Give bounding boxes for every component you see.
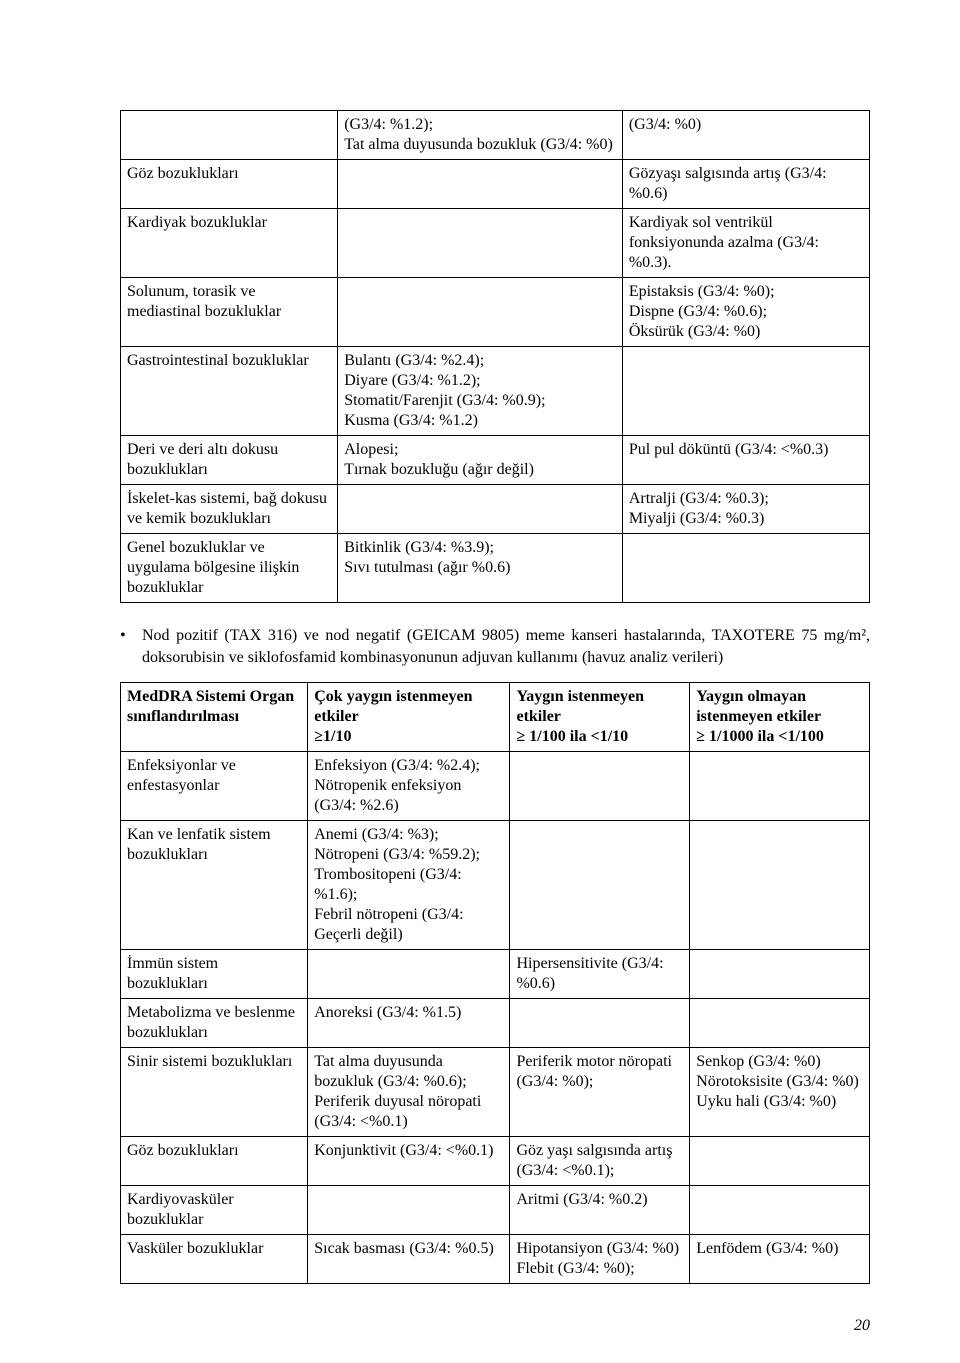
table-cell [690, 999, 870, 1048]
table-cell: Hipotansiyon (G3/4: %0)Flebit (G3/4: %0)… [510, 1235, 690, 1284]
table-cell: Enfeksiyon (G3/4: %2.4);Nötropenik enfek… [308, 752, 510, 821]
table-cell [690, 950, 870, 999]
table-cell [338, 485, 623, 534]
table-cell: Genel bozukluklar ve uygulama bölgesine … [121, 534, 338, 603]
table-cell: (G3/4: %0) [622, 111, 869, 160]
table-cell: Gözyaşı salgısında artış (G3/4: %0.6) [622, 160, 869, 209]
table-cell [510, 999, 690, 1048]
table-cell [622, 534, 869, 603]
page-number: 20 [854, 1317, 870, 1335]
table-cell [510, 752, 690, 821]
table-cell: Göz bozuklukları [121, 160, 338, 209]
table-cell: Bitkinlik (G3/4: %3.9);Sıvı tutulması (a… [338, 534, 623, 603]
table-cell: Vasküler bozukluklar [121, 1235, 308, 1284]
table-cell: Deri ve deri altı dokusu bozuklukları [121, 436, 338, 485]
table-cell: Kardiyak bozukluklar [121, 209, 338, 278]
table-cell: Anemi (G3/4: %3);Nötropeni (G3/4: %59.2)… [308, 821, 510, 950]
table-cell: Gastrointestinal bozukluklar [121, 347, 338, 436]
table-cell: Pul pul döküntü (G3/4: <%0.3) [622, 436, 869, 485]
table-cell: Göz bozuklukları [121, 1137, 308, 1186]
table-cell [622, 347, 869, 436]
table-cell: Göz yaşı salgısında artış (G3/4: <%0.1); [510, 1137, 690, 1186]
table-cell [690, 752, 870, 821]
table-cell: İmmün sistem bozuklukları [121, 950, 308, 999]
table-cell [690, 821, 870, 950]
table-cell: Kan ve lenfatik sistem bozuklukları [121, 821, 308, 950]
table-cell: Sinir sistemi bozuklukları [121, 1048, 308, 1137]
table-cell: Sıcak basması (G3/4: %0.5) [308, 1235, 510, 1284]
t2-header-2: Çok yaygın istenmeyen etkiler≥1/10 [308, 683, 510, 752]
table-cell: Lenfödem (G3/4: %0) [690, 1235, 870, 1284]
table-cell: Epistaksis (G3/4: %0);Dispne (G3/4: %0.6… [622, 278, 869, 347]
table-cell: Kardiyak sol ventrikül fonksiyonunda aza… [622, 209, 869, 278]
table-cell: İskelet-kas sistemi, bağ dokusu ve kemik… [121, 485, 338, 534]
table-cell: Konjunktivit (G3/4: <%0.1) [308, 1137, 510, 1186]
table-cell [121, 111, 338, 160]
table-cell: Tat alma duyusunda bozukluk (G3/4: %0.6)… [308, 1048, 510, 1137]
table-cell [338, 209, 623, 278]
bullet-paragraph: • Nod pozitif (TAX 316) ve nod negatif (… [120, 625, 870, 668]
table-cell [338, 160, 623, 209]
table-cell [308, 1186, 510, 1235]
t2-header-1: MedDRA Sistemi Organ sınıflandırılması [121, 683, 308, 752]
table-cell: Alopesi;Tırnak bozukluğu (ağır değil) [338, 436, 623, 485]
table-cell: Kardiyovasküler bozukluklar [121, 1186, 308, 1235]
table-cell: Periferik motor nöropati (G3/4: %0); [510, 1048, 690, 1137]
table-cell: Hipersensitivite (G3/4: %0.6) [510, 950, 690, 999]
table-cell: (G3/4: %1.2);Tat alma duyusunda bozukluk… [338, 111, 623, 160]
table-cell [690, 1137, 870, 1186]
table-cell: Metabolizma ve beslenme bozuklukları [121, 999, 308, 1048]
t2-header-3: Yaygın istenmeyen etkiler≥ 1/100 ila <1/… [510, 683, 690, 752]
table-cell: Solunum, torasik ve mediastinal bozukluk… [121, 278, 338, 347]
t2-header-4: Yaygın olmayan istenmeyen etkiler≥ 1/100… [690, 683, 870, 752]
table-cell [338, 278, 623, 347]
table-cell: Bulantı (G3/4: %2.4);Diyare (G3/4: %1.2)… [338, 347, 623, 436]
table-cell: Aritmi (G3/4: %0.2) [510, 1186, 690, 1235]
table-cell [308, 950, 510, 999]
adverse-effects-table-2: MedDRA Sistemi Organ sınıflandırılması Ç… [120, 682, 870, 1284]
table-cell: Enfeksiyonlar ve enfestasyonlar [121, 752, 308, 821]
table-cell [690, 1186, 870, 1235]
table-cell: Anoreksi (G3/4: %1.5) [308, 999, 510, 1048]
table-cell: Senkop (G3/4: %0)Nörotoksisite (G3/4: %0… [690, 1048, 870, 1137]
adverse-effects-table-1: (G3/4: %1.2);Tat alma duyusunda bozukluk… [120, 110, 870, 603]
table-cell: Artralji (G3/4: %0.3);Miyalji (G3/4: %0.… [622, 485, 869, 534]
table-cell [510, 821, 690, 950]
bullet-text: Nod pozitif (TAX 316) ve nod negatif (GE… [142, 625, 870, 668]
bullet-dot: • [120, 625, 142, 668]
